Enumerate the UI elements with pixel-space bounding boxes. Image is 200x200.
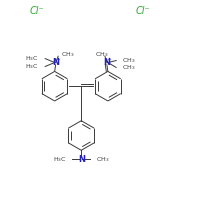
Text: H$_3$C: H$_3$C: [25, 54, 39, 63]
Text: Cl⁻: Cl⁻: [136, 6, 151, 16]
Text: CH$_3$: CH$_3$: [122, 56, 135, 65]
Text: N: N: [78, 155, 85, 164]
Text: CH$_3$: CH$_3$: [122, 63, 135, 72]
Text: N: N: [52, 58, 59, 67]
Text: +: +: [55, 57, 60, 62]
Text: CH$_3$: CH$_3$: [95, 50, 109, 59]
Text: H$_3$C: H$_3$C: [25, 62, 39, 71]
Text: Cl⁻: Cl⁻: [30, 6, 44, 16]
Text: CH$_3$: CH$_3$: [96, 155, 110, 164]
Text: +: +: [107, 57, 111, 62]
Text: N: N: [103, 58, 110, 67]
Text: CH$_3$: CH$_3$: [61, 50, 74, 59]
Text: H$_3$C: H$_3$C: [53, 155, 66, 164]
